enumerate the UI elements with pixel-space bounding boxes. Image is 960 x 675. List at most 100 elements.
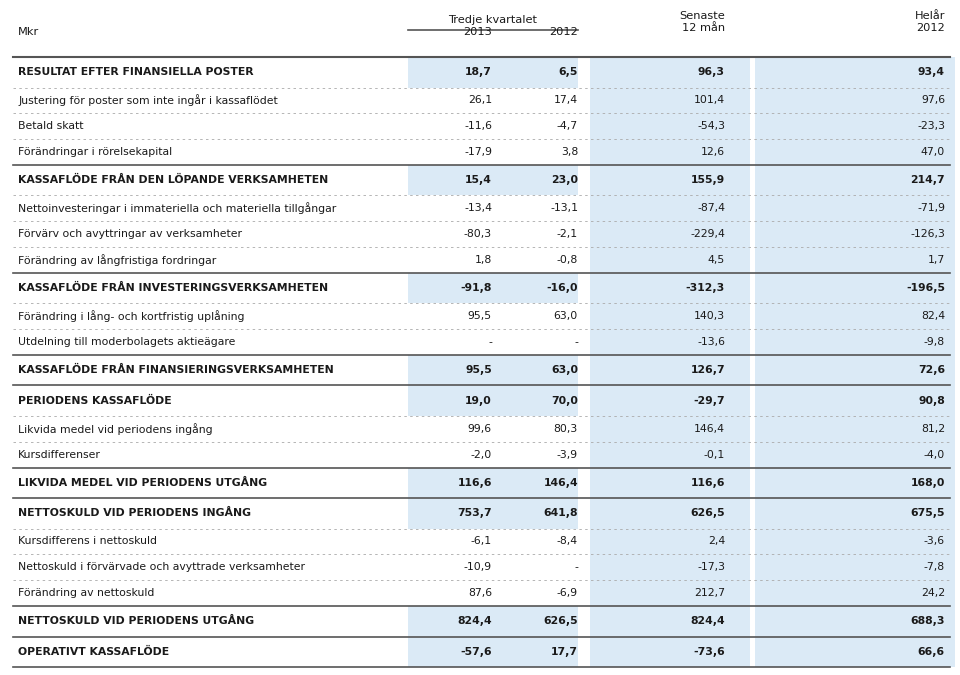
Bar xyxy=(755,303,955,329)
Text: 126,7: 126,7 xyxy=(690,365,725,375)
Text: PERIODENS KASSAFLÖDE: PERIODENS KASSAFLÖDE xyxy=(18,396,172,406)
Text: Tredje kvartalet: Tredje kvartalet xyxy=(448,15,538,25)
Text: -6,9: -6,9 xyxy=(557,588,578,598)
Bar xyxy=(590,247,750,273)
Text: -57,6: -57,6 xyxy=(461,647,492,657)
Text: -17,3: -17,3 xyxy=(697,562,725,572)
Bar xyxy=(755,355,955,385)
Text: 140,3: 140,3 xyxy=(694,311,725,321)
Text: 6,5: 6,5 xyxy=(559,68,578,77)
Text: -13,4: -13,4 xyxy=(464,203,492,213)
Bar xyxy=(590,468,750,498)
Bar xyxy=(755,441,955,468)
Bar xyxy=(590,303,750,329)
Text: Förändring av långfristiga fordringar: Förändring av långfristiga fordringar xyxy=(18,254,216,266)
Text: -87,4: -87,4 xyxy=(697,203,725,213)
Text: 80,3: 80,3 xyxy=(554,424,578,434)
Text: 24,2: 24,2 xyxy=(921,588,945,598)
Text: Förändringar i rörelsekapital: Förändringar i rörelsekapital xyxy=(18,147,172,157)
Text: RESULTAT EFTER FINANSIELLA POSTER: RESULTAT EFTER FINANSIELLA POSTER xyxy=(18,68,253,77)
Bar xyxy=(408,498,578,529)
Bar xyxy=(590,580,750,606)
Text: Förvärv och avyttringar av verksamheter: Förvärv och avyttringar av verksamheter xyxy=(18,229,242,239)
Text: 146,4: 146,4 xyxy=(694,424,725,434)
Bar xyxy=(590,529,750,554)
Text: -2,1: -2,1 xyxy=(557,229,578,239)
Text: 90,8: 90,8 xyxy=(919,396,945,406)
Text: -126,3: -126,3 xyxy=(910,229,945,239)
Bar xyxy=(590,329,750,355)
Text: -6,1: -6,1 xyxy=(470,537,492,547)
Text: Utdelning till moderbolagets aktieägare: Utdelning till moderbolagets aktieägare xyxy=(18,337,235,347)
Text: Senaste
12 mån: Senaste 12 mån xyxy=(680,11,725,33)
Text: -11,6: -11,6 xyxy=(464,122,492,131)
Text: 72,6: 72,6 xyxy=(918,365,945,375)
Text: 99,6: 99,6 xyxy=(468,424,492,434)
Text: Helår
2012: Helår 2012 xyxy=(915,11,945,33)
Text: -10,9: -10,9 xyxy=(464,562,492,572)
Text: 4,5: 4,5 xyxy=(708,255,725,265)
Bar xyxy=(590,113,750,139)
Bar xyxy=(408,637,578,667)
Bar xyxy=(408,355,578,385)
Bar xyxy=(755,273,955,303)
Text: 12,6: 12,6 xyxy=(701,147,725,157)
Text: KASSAFLÖDE FRÅN INVESTERINGSVERKSAMHETEN: KASSAFLÖDE FRÅN INVESTERINGSVERKSAMHETEN xyxy=(18,283,328,293)
Bar xyxy=(408,273,578,303)
Text: 70,0: 70,0 xyxy=(551,396,578,406)
Text: Förändring i lång- och kortfristig uplåning: Förändring i lång- och kortfristig uplån… xyxy=(18,310,245,322)
Text: -23,3: -23,3 xyxy=(917,122,945,131)
Bar xyxy=(755,329,955,355)
Bar xyxy=(590,385,750,416)
Text: -17,9: -17,9 xyxy=(464,147,492,157)
Bar xyxy=(755,165,955,196)
Text: -29,7: -29,7 xyxy=(693,396,725,406)
Text: -54,3: -54,3 xyxy=(697,122,725,131)
Text: Likvida medel vid periodens ingång: Likvida medel vid periodens ingång xyxy=(18,423,212,435)
Text: 3,8: 3,8 xyxy=(561,147,578,157)
Bar xyxy=(755,416,955,441)
Text: 87,6: 87,6 xyxy=(468,588,492,598)
Text: OPERATIVT KASSAFLÖDE: OPERATIVT KASSAFLÖDE xyxy=(18,647,169,657)
Text: 824,4: 824,4 xyxy=(690,616,725,626)
Text: 2013: 2013 xyxy=(463,27,492,37)
Text: -0,1: -0,1 xyxy=(704,450,725,460)
Text: 93,4: 93,4 xyxy=(918,68,945,77)
Bar xyxy=(755,57,955,88)
Text: Kursdifferens i nettoskuld: Kursdifferens i nettoskuld xyxy=(18,537,157,547)
Bar xyxy=(755,88,955,113)
Text: NETTOSKULD VID PERIODENS INGÅNG: NETTOSKULD VID PERIODENS INGÅNG xyxy=(18,508,251,518)
Bar xyxy=(408,468,578,498)
Bar xyxy=(590,441,750,468)
Text: 626,5: 626,5 xyxy=(690,508,725,518)
Text: -73,6: -73,6 xyxy=(693,647,725,657)
Text: -196,5: -196,5 xyxy=(906,283,945,293)
Bar xyxy=(755,554,955,580)
Bar xyxy=(590,57,750,88)
Text: 19,0: 19,0 xyxy=(466,396,492,406)
Text: 18,7: 18,7 xyxy=(466,68,492,77)
Text: 753,7: 753,7 xyxy=(457,508,492,518)
Text: -312,3: -312,3 xyxy=(685,283,725,293)
Text: -: - xyxy=(574,562,578,572)
Bar xyxy=(755,113,955,139)
Bar xyxy=(755,498,955,529)
Text: -80,3: -80,3 xyxy=(464,229,492,239)
Text: Kursdifferenser: Kursdifferenser xyxy=(18,450,101,460)
Text: 97,6: 97,6 xyxy=(921,95,945,105)
Bar xyxy=(755,139,955,165)
Text: 63,0: 63,0 xyxy=(554,311,578,321)
Text: -91,8: -91,8 xyxy=(461,283,492,293)
Text: 101,4: 101,4 xyxy=(694,95,725,105)
Text: 214,7: 214,7 xyxy=(910,176,945,185)
Text: 82,4: 82,4 xyxy=(921,311,945,321)
Bar xyxy=(590,554,750,580)
Bar xyxy=(755,385,955,416)
Text: 66,6: 66,6 xyxy=(918,647,945,657)
Bar xyxy=(590,273,750,303)
Bar xyxy=(590,196,750,221)
Bar xyxy=(755,606,955,637)
Text: -7,8: -7,8 xyxy=(924,562,945,572)
Text: 2012: 2012 xyxy=(549,27,578,37)
Text: 675,5: 675,5 xyxy=(910,508,945,518)
